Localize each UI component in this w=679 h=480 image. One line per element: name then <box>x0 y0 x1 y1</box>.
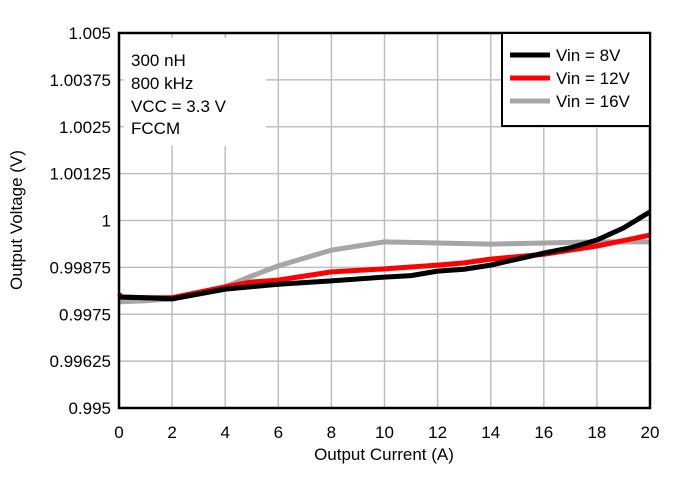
y-tick-label: 1.00125 <box>50 165 111 184</box>
x-tick-label: 8 <box>327 423 336 442</box>
plot-frame <box>117 31 652 410</box>
y-tick-label: 0.99875 <box>50 258 111 277</box>
x-tick-label: 4 <box>220 423 229 442</box>
legend: Vin = 8V Vin = 12V Vin = 16V <box>501 32 651 127</box>
y-tick-label: 0.995 <box>68 399 111 418</box>
y-tick-label: 1.0025 <box>59 118 111 137</box>
x-tick-label: 12 <box>428 423 447 442</box>
x-tick-label: 2 <box>167 423 176 442</box>
x-tick-label: 16 <box>534 423 553 442</box>
annotation-box: 300 nH 800 kHz VCC = 3.3 V FCCM <box>124 38 266 146</box>
x-tick-label: 18 <box>587 423 606 442</box>
legend-label: Vin = 8V <box>556 46 621 65</box>
x-tick-label: 0 <box>114 423 123 442</box>
annotation-background <box>124 38 266 146</box>
annotation-line: FCCM <box>131 119 180 138</box>
x-tick-label: 14 <box>481 423 500 442</box>
y-tick-label: 1 <box>102 212 111 231</box>
annotation-line: VCC = 3.3 V <box>131 97 227 116</box>
x-tick-label: 6 <box>274 423 283 442</box>
y-tick-label: 0.99625 <box>50 352 111 371</box>
y-axis-label: Output Voltage (V) <box>7 150 26 290</box>
x-tick-label: 10 <box>375 423 394 442</box>
tick-labels: 0 2 4 6 8 10 12 14 16 18 20 0.995 0.99625 0.9975 0.998… <box>50 24 660 442</box>
x-tick-label: 20 <box>641 423 660 442</box>
annotation-line: 300 nH <box>131 51 186 70</box>
series-line <box>118 209 652 302</box>
y-tick-label: 1.00375 <box>50 71 111 90</box>
legend-label: Vin = 12V <box>556 69 631 88</box>
x-axis-label: Output Current (A) <box>314 445 454 464</box>
series-lines <box>117 209 652 305</box>
y-tick-label: 0.9975 <box>59 305 111 324</box>
legend-label: Vin = 16V <box>556 92 631 111</box>
annotation-line: 800 kHz <box>131 74 193 93</box>
y-tick-label: 1.005 <box>68 24 111 43</box>
